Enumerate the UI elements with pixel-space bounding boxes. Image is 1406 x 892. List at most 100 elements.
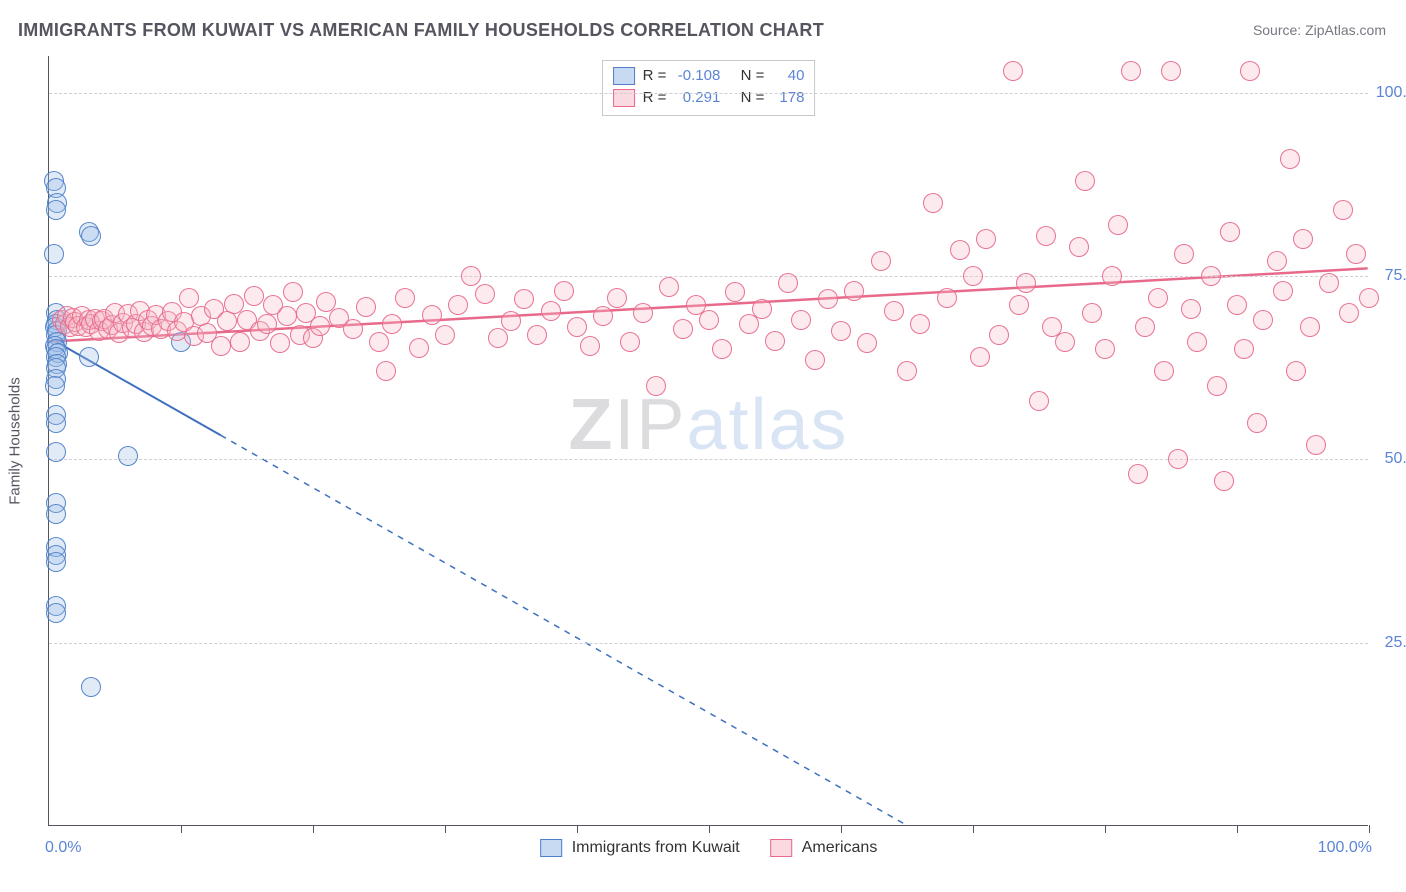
point-american: [567, 317, 587, 337]
y-tick-label: 50.0%: [1374, 450, 1406, 468]
point-american: [527, 325, 547, 345]
x-tick: [181, 825, 182, 833]
point-american: [765, 331, 785, 351]
point-american: [910, 314, 930, 334]
point-american: [805, 350, 825, 370]
point-american: [382, 314, 402, 334]
point-american: [1214, 471, 1234, 491]
point-american: [369, 332, 389, 352]
x-axis-max-label: 100.0%: [1318, 839, 1372, 857]
point-american: [712, 339, 732, 359]
point-american: [963, 266, 983, 286]
correlation-stats-box: R =-0.108 N =40R =0.291 N =178: [602, 60, 816, 116]
point-american: [1306, 435, 1326, 455]
point-american: [659, 277, 679, 297]
point-american: [1148, 288, 1168, 308]
y-tick-label: 25.0%: [1374, 634, 1406, 652]
point-american: [179, 288, 199, 308]
point-american: [620, 332, 640, 352]
legend-label: Americans: [802, 839, 878, 857]
point-kuwait: [46, 413, 66, 433]
point-american: [791, 310, 811, 330]
stats-r-value: 0.291: [672, 87, 720, 109]
source-link[interactable]: ZipAtlas.com: [1305, 22, 1386, 38]
point-american: [1247, 413, 1267, 433]
point-kuwait: [46, 200, 66, 220]
stats-row: R =-0.108 N =40: [613, 65, 805, 87]
point-american: [1319, 273, 1339, 293]
point-american: [646, 376, 666, 396]
point-american: [1253, 310, 1273, 330]
point-american: [699, 310, 719, 330]
point-american: [1286, 361, 1306, 381]
legend-item: Americans: [770, 839, 878, 857]
point-american: [673, 319, 693, 339]
point-american: [1009, 295, 1029, 315]
watermark-z: Z: [568, 385, 614, 465]
point-american: [1121, 61, 1141, 81]
point-american: [1161, 61, 1181, 81]
x-tick: [445, 825, 446, 833]
point-american: [1227, 295, 1247, 315]
point-american: [1095, 339, 1115, 359]
point-american: [422, 305, 442, 325]
point-american: [1003, 61, 1023, 81]
point-american: [1029, 391, 1049, 411]
point-american: [230, 332, 250, 352]
point-american: [923, 193, 943, 213]
point-american: [970, 347, 990, 367]
point-american: [356, 297, 376, 317]
point-american: [1220, 222, 1240, 242]
point-kuwait: [79, 347, 99, 367]
point-american: [607, 288, 627, 308]
stats-r-value: -0.108: [672, 65, 720, 87]
gridline: [49, 276, 1368, 277]
stats-r-label: R =: [643, 87, 667, 109]
point-american: [1036, 226, 1056, 246]
point-american: [435, 325, 455, 345]
legend-label: Immigrants from Kuwait: [572, 839, 740, 857]
point-american: [937, 288, 957, 308]
source-prefix: Source:: [1253, 22, 1305, 38]
point-american: [1016, 273, 1036, 293]
gridline: [49, 93, 1368, 94]
x-axis-min-label: 0.0%: [45, 839, 81, 857]
point-kuwait: [81, 226, 101, 246]
y-axis-title: Family Households: [7, 377, 24, 505]
x-tick: [841, 825, 842, 833]
point-american: [1339, 303, 1359, 323]
point-american: [593, 306, 613, 326]
y-tick-label: 100.0%: [1374, 84, 1406, 102]
point-american: [448, 295, 468, 315]
point-american: [831, 321, 851, 341]
point-american: [270, 333, 290, 353]
legend-swatch: [540, 839, 562, 857]
trend-lines-svg: [49, 56, 1368, 825]
point-american: [501, 311, 521, 331]
point-american: [778, 273, 798, 293]
point-american: [633, 303, 653, 323]
point-kuwait: [46, 504, 66, 524]
point-american: [343, 319, 363, 339]
point-american: [1168, 449, 1188, 469]
trendline-dashed: [221, 435, 907, 825]
point-american: [310, 316, 330, 336]
point-american: [217, 311, 237, 331]
point-american: [950, 240, 970, 260]
point-american: [1201, 266, 1221, 286]
x-tick: [577, 825, 578, 833]
point-american: [1359, 288, 1379, 308]
watermark-text: ZIPatlas: [568, 384, 848, 466]
legend-swatch: [770, 839, 792, 857]
stats-r-label: R =: [643, 65, 667, 87]
point-american: [211, 336, 231, 356]
watermark-atlas: atlas: [686, 385, 848, 465]
point-american: [244, 286, 264, 306]
watermark-ip: IP: [614, 385, 686, 465]
stats-swatch: [613, 67, 635, 85]
stats-n-label: N =: [741, 87, 765, 109]
point-american: [395, 288, 415, 308]
point-american: [277, 306, 297, 326]
x-tick: [1369, 825, 1370, 833]
point-american: [580, 336, 600, 356]
